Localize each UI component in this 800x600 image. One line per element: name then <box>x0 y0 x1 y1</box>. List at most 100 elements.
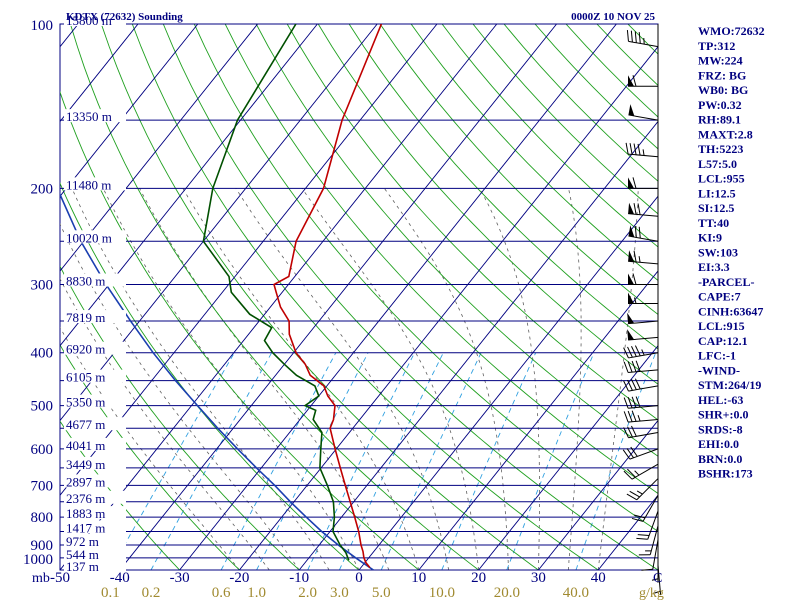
stat-line: RH:89.1 <box>698 113 741 127</box>
wind-barb <box>628 75 658 87</box>
isotherm-line <box>60 24 258 272</box>
height-label: 10020 m <box>66 230 112 245</box>
pressure-unit-label: mb <box>32 571 50 586</box>
stat-line: SHR+:0.0 <box>698 408 749 422</box>
height-label-bg <box>64 559 126 572</box>
isotherm-line <box>538 419 658 570</box>
height-label: 4677 m <box>66 417 105 432</box>
height-label: 544 m <box>66 547 99 562</box>
pressure-tick-label: 1000 <box>23 552 53 568</box>
height-label: 1883 m <box>66 506 105 521</box>
temperature-trace <box>273 24 383 569</box>
temperature-unit-label: C <box>653 571 662 586</box>
height-label-bg <box>64 273 126 287</box>
isotherm-line <box>239 46 658 570</box>
height-label-bg <box>64 546 126 560</box>
wind-barb <box>623 396 659 409</box>
stat-line: WMO:72632 <box>698 24 765 38</box>
moist-adiabat-line <box>139 188 390 570</box>
stat-line: L57:5.0 <box>698 157 737 171</box>
pressure-tick-label: 700 <box>31 478 54 494</box>
plot-frame <box>59 23 659 571</box>
height-label-bg <box>64 230 126 244</box>
temperature-tick-labels: -50 -40 -30 -20 -10 0 10 20 30 40 <box>50 570 606 586</box>
height-label-bg <box>64 474 126 488</box>
temperature-tick-label: -40 <box>110 570 130 586</box>
mixing-ratio-tick-label: 0.1 <box>101 585 120 600</box>
stat-line: LCL:955 <box>698 172 745 186</box>
stat-line: -WIND- <box>698 363 740 377</box>
dry-adiabat-line <box>752 24 800 570</box>
stat-line: SI:12.5 <box>698 201 734 215</box>
height-label-bg <box>64 417 126 431</box>
pressure-tick-label: 900 <box>31 538 54 554</box>
mixing-ratio-tick-label: 0.2 <box>142 585 161 600</box>
height-label: 2897 m <box>66 474 105 489</box>
wind-barb <box>628 250 659 265</box>
stat-line: SW:103 <box>698 245 738 259</box>
stat-line: BRN:0.0 <box>698 452 742 466</box>
height-label: 15800 m <box>66 13 112 28</box>
stat-line: CAPE:7 <box>698 290 741 304</box>
height-label-bg <box>64 437 126 451</box>
wind-barb <box>654 565 662 596</box>
height-label-bg <box>64 520 126 534</box>
stat-line: TH:5223 <box>698 142 743 156</box>
stat-line: LI:12.5 <box>698 186 736 200</box>
mixing-ratio-tick-label: 0.6 <box>212 585 231 600</box>
wind-barb <box>641 539 659 571</box>
isotherm-line <box>0 24 18 570</box>
temperature-tick-label: -10 <box>289 570 309 586</box>
stat-line: TP:312 <box>698 39 735 53</box>
stat-line: MW:224 <box>698 54 743 68</box>
height-label: 7819 m <box>66 310 105 325</box>
height-label-bg <box>64 490 126 504</box>
height-label-bg <box>64 310 126 324</box>
wind-barb <box>623 463 659 480</box>
height-label: 2376 m <box>66 491 105 506</box>
stat-line: LCL:915 <box>698 319 745 333</box>
stat-line: BSHR:173 <box>698 467 753 481</box>
temperature-tick-label: -30 <box>170 570 190 586</box>
isotherm-line <box>60 24 378 422</box>
pressure-tick-label: 300 <box>31 278 54 294</box>
wind-barb <box>631 495 659 522</box>
wind-barb <box>628 292 658 304</box>
wind-barb <box>622 446 659 460</box>
height-label: 1417 m <box>66 520 105 535</box>
stat-line: WB0: BG <box>698 83 748 97</box>
mixing-ratio-tick-labels: 0.1 0.2 0.6 1.0 2.0 3.0 5.0 10.0 20.0 40.0 <box>101 585 589 600</box>
height-label-bg <box>64 506 126 520</box>
height-label-bg <box>64 534 126 548</box>
temperature-tick-label: -20 <box>229 570 249 586</box>
wind-barb <box>628 202 659 217</box>
temperature-tick-label: 10 <box>411 570 426 586</box>
temperature-tick-label: 0 <box>355 570 363 586</box>
mixing-ratio-tick-label: 20.0 <box>494 585 520 600</box>
wind-barb <box>627 329 659 341</box>
moist-adiabat-line <box>60 223 300 570</box>
temperature-tick-label: 40 <box>591 570 606 586</box>
mixing-ratio-tick-label: 40.0 <box>563 585 589 600</box>
stat-line: LFC:-1 <box>698 349 736 363</box>
isotherm-line <box>60 24 498 570</box>
stat-line: PW:0.32 <box>698 98 742 112</box>
height-label: 11480 m <box>66 177 111 192</box>
height-label: 137 m <box>66 559 99 574</box>
stat-line: KI:9 <box>698 231 722 245</box>
wind-barb <box>627 312 659 325</box>
pressure-tick-label: 100 <box>31 18 54 34</box>
stat-line: EHI:0.0 <box>698 437 739 451</box>
pressure-tick-label: 600 <box>31 442 54 458</box>
pressure-tick-label: 500 <box>31 399 54 415</box>
wind-barb <box>625 142 659 158</box>
pressure-tick-label: 400 <box>31 346 54 362</box>
pressure-tick-label: 200 <box>31 181 54 197</box>
isobars <box>60 24 658 570</box>
dewpoint-trace <box>202 24 350 561</box>
mixing-ratio-unit-label: g/kg <box>639 586 664 600</box>
stat-line: -PARCEL- <box>698 275 754 289</box>
